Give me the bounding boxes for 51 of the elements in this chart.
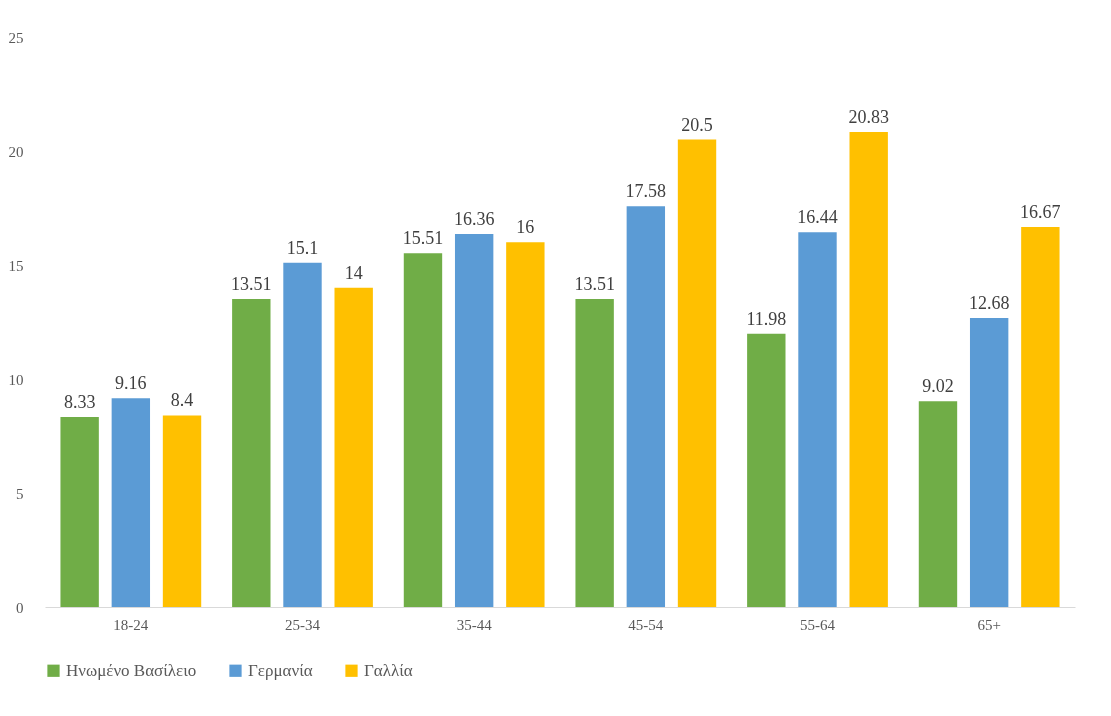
- y-tick-label: 5: [16, 485, 24, 502]
- data-label: 20.83: [848, 107, 889, 128]
- bar: [232, 298, 271, 607]
- bar: [454, 233, 494, 607]
- y-tick-label: 20: [8, 143, 24, 160]
- y-tick-label: 10: [8, 371, 24, 388]
- data-label: 9.16: [115, 373, 147, 394]
- data-label: 15.1: [286, 237, 319, 258]
- x-tick-label: 35-44: [456, 616, 493, 633]
- bar: [677, 139, 717, 607]
- legend-label: Ηνωμένο Βασίλειο: [66, 660, 197, 680]
- bar: [798, 232, 837, 607]
- x-tick-label: 45-54: [628, 616, 664, 633]
- bar: [918, 401, 958, 607]
- data-label: 16: [516, 217, 535, 238]
- x-tick-label: 55-64: [800, 616, 836, 633]
- bar: [575, 298, 614, 607]
- x-tick-label: 65+: [977, 616, 1001, 633]
- bar: [747, 333, 786, 607]
- data-label: 16.44: [797, 207, 838, 228]
- data-label: 16.36: [453, 208, 495, 229]
- y-tick-label: 0: [16, 599, 24, 616]
- y-tick-label: 15: [8, 257, 24, 274]
- data-label: 20.5: [681, 114, 713, 135]
- bar: [969, 317, 1009, 607]
- data-label: 11.98: [746, 308, 787, 329]
- legend-label: Γαλλία: [364, 660, 413, 680]
- bar: [283, 262, 322, 607]
- bar: [334, 287, 373, 607]
- data-label: 13.51: [574, 273, 615, 294]
- data-label: 17.58: [625, 181, 667, 202]
- legend-label: Γερμανία: [248, 660, 313, 680]
- data-label: 9.02: [922, 376, 954, 397]
- data-label: 8.33: [63, 392, 96, 413]
- bar: [506, 242, 545, 607]
- bar: [111, 398, 151, 607]
- bar: [60, 417, 99, 607]
- data-label: 15.51: [402, 228, 444, 249]
- x-tick-label: 18-24: [113, 616, 149, 633]
- data-label: 12.68: [968, 292, 1010, 313]
- bar: [849, 132, 888, 607]
- data-label: 8.4: [170, 390, 194, 411]
- x-tick-label: 25-34: [285, 616, 321, 633]
- data-label: 16.67: [1020, 201, 1061, 222]
- bar: [162, 415, 202, 607]
- bar: [626, 206, 666, 607]
- y-tick-label: 25: [8, 29, 24, 46]
- data-label: 13.51: [231, 273, 272, 294]
- bar: [403, 253, 443, 607]
- data-label: 14: [344, 262, 363, 283]
- bar: [1021, 226, 1060, 607]
